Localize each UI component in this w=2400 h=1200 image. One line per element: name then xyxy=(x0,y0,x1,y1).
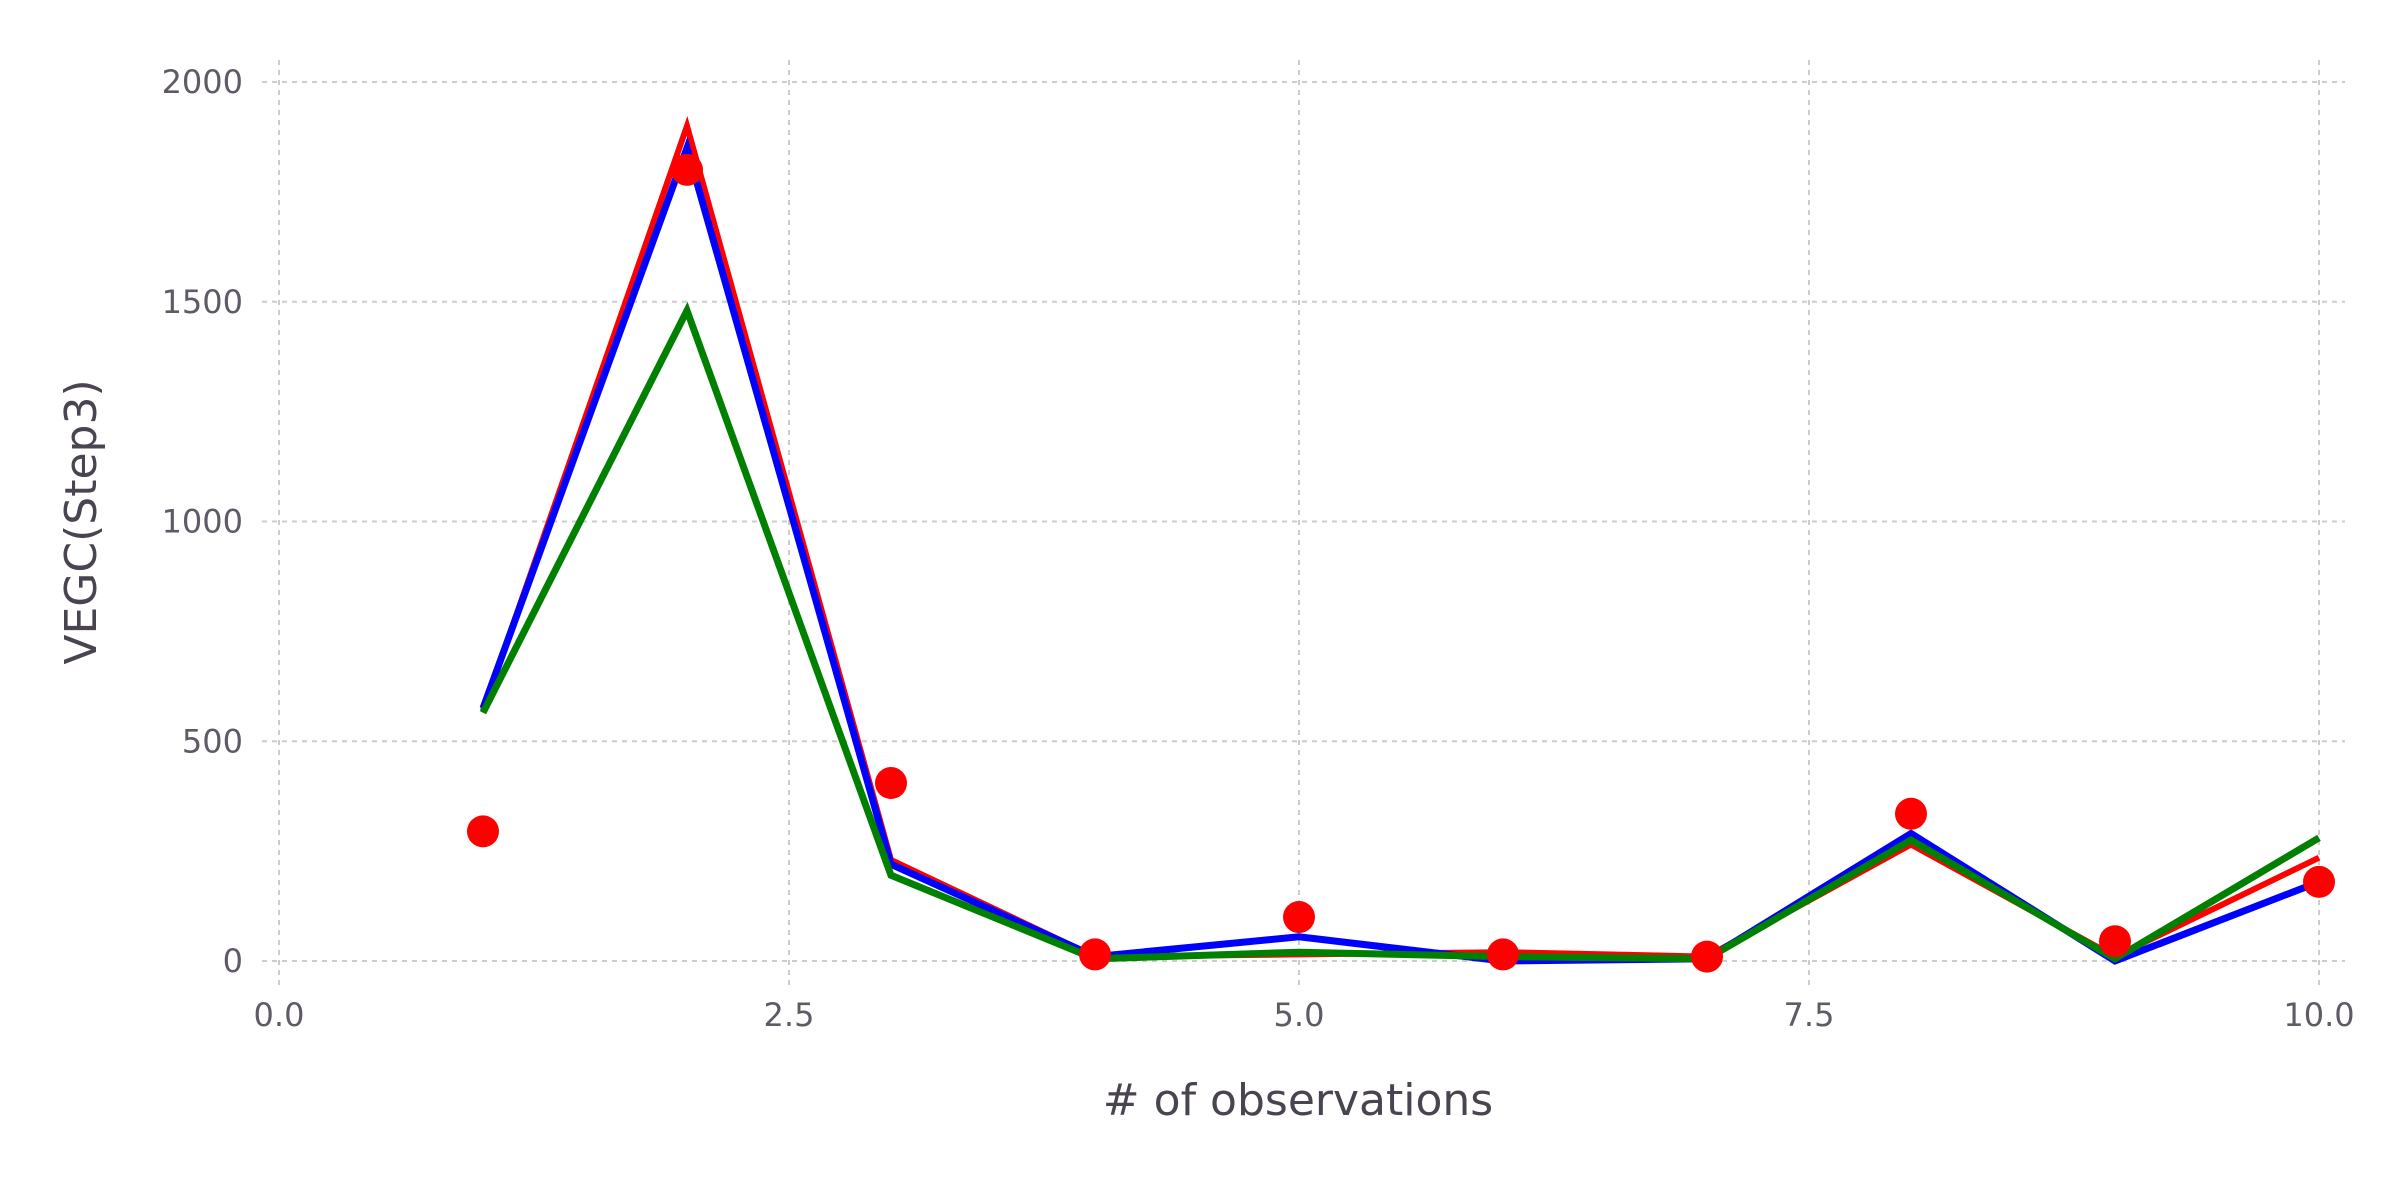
x-axis-title: # of observations xyxy=(1103,1075,1493,1126)
x-tick-label: 10.0 xyxy=(2283,996,2354,1034)
y-axis-title: VEGC(Step3) xyxy=(56,379,107,664)
x-tick-label: 2.5 xyxy=(764,996,815,1034)
observation-point xyxy=(1079,938,1111,971)
x-tick-label: 0.0 xyxy=(254,996,305,1034)
series-lines xyxy=(479,115,2321,965)
observation-point xyxy=(875,767,907,800)
observation-point xyxy=(1895,797,1927,830)
observation-point xyxy=(1487,938,1519,971)
observation-points xyxy=(467,153,2335,973)
y-tick-label: 2000 xyxy=(162,63,243,101)
observation-point xyxy=(2099,925,2131,958)
series-line-2 xyxy=(479,301,2321,963)
series-line-1 xyxy=(479,136,2321,965)
x-tick-label: 7.5 xyxy=(1784,996,1835,1034)
observation-point xyxy=(2303,865,2335,898)
y-tick-label: 0 xyxy=(223,942,243,980)
x-tick-label: 5.0 xyxy=(1274,996,1325,1034)
observation-point xyxy=(1691,940,1723,973)
x-axis-ticks: 0.0 2.5 5.0 7.5 10.0 xyxy=(254,996,2355,1034)
series-line-0 xyxy=(480,115,2321,960)
y-tick-label: 1500 xyxy=(162,283,243,321)
grid xyxy=(262,60,2345,985)
observation-point xyxy=(467,815,499,848)
y-tick-label: 1000 xyxy=(162,503,243,541)
observation-point xyxy=(1283,901,1315,934)
y-tick-label: 500 xyxy=(182,722,243,760)
observation-point xyxy=(671,153,703,186)
y-axis-ticks: 0 500 1000 1500 2000 xyxy=(162,63,243,980)
